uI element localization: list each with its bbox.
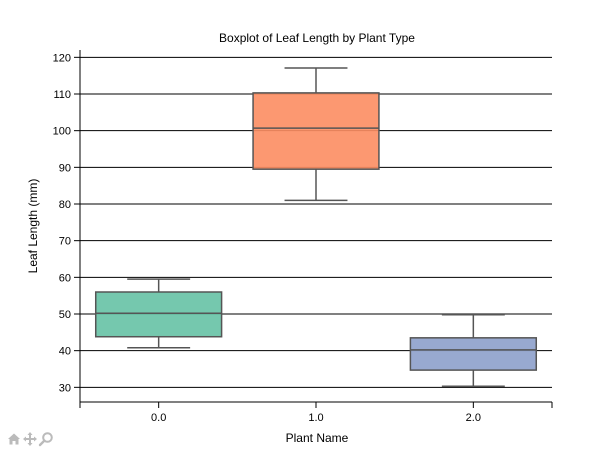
y-tick-label: 50 <box>59 309 71 321</box>
y-tick-label: 30 <box>59 382 71 394</box>
x-tick-label: 2.0 <box>466 412 481 424</box>
chart-title: Boxplot of Leaf Length by Plant Type <box>219 31 415 45</box>
y-tick-label: 120 <box>53 52 71 64</box>
y-tick-label: 100 <box>53 126 71 138</box>
axes: 30 40 50 60 70 80 90 100 110 120 0.0 1.0 2.0 <box>53 50 553 424</box>
y-axis-label: Leaf Length (mm) <box>26 179 40 274</box>
x-tick-label: 1.0 <box>308 412 323 424</box>
iqr-box <box>252 92 380 170</box>
iqr-box <box>409 337 538 371</box>
y-tick-label: 90 <box>59 162 71 174</box>
y-tick-label: 80 <box>59 199 71 211</box>
iqr-box <box>94 291 223 338</box>
y-tick-label: 60 <box>59 272 71 284</box>
pan-icon[interactable] <box>22 431 38 447</box>
box-0.0 <box>94 278 223 349</box>
x-axis-label: Plant Name <box>286 431 349 445</box>
zoom-icon[interactable] <box>38 431 54 447</box>
y-tick-label: 70 <box>59 236 71 248</box>
y-tick-label: 40 <box>59 346 71 358</box>
box-1.0 <box>252 67 380 202</box>
box-2.0 <box>409 313 538 387</box>
home-icon[interactable] <box>6 431 22 447</box>
x-tick-label: 0.0 <box>151 412 166 424</box>
y-tick-label: 110 <box>53 89 71 101</box>
boxes <box>94 67 538 387</box>
chart-toolbar <box>6 430 54 448</box>
